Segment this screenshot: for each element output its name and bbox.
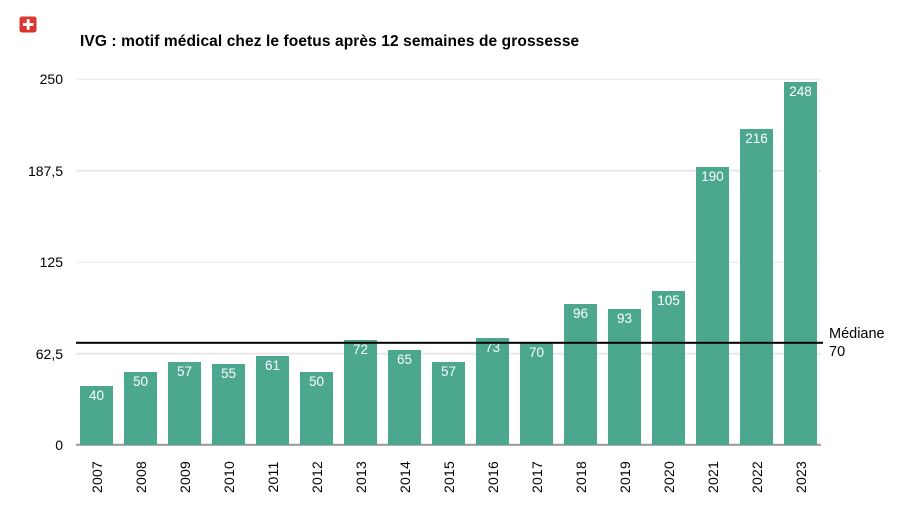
bar-2017: 70 xyxy=(520,342,553,445)
gridline xyxy=(76,78,821,80)
xaxis-labels: 2007 2008 2009 2010 2011 2012 2013 2014 2015 2016… xyxy=(76,445,821,506)
gridline xyxy=(76,261,821,263)
y-tick-label: 62,5 xyxy=(35,345,63,362)
bar-2012: 50 xyxy=(300,371,333,445)
x-tick-label: 2011 xyxy=(264,461,281,493)
x-tick-slot: 2019 xyxy=(608,448,641,506)
x-tick-label: 2022 xyxy=(748,461,765,493)
y-tick-label: 125 xyxy=(39,254,63,270)
x-tick-label: 2008 xyxy=(132,461,149,493)
plot-area: 0 62,5 125 187,5 250 40 50 57 55 61 50 72 65 57 73 70 9… xyxy=(28,71,885,493)
bar-value-label: 216 xyxy=(745,130,768,146)
bar-2022: 216 xyxy=(740,128,773,445)
x-tick-label: 2015 xyxy=(440,461,457,493)
chart-title: IVG : motif médical chez le foetus après… xyxy=(80,33,580,50)
x-tick-slot: 2023 xyxy=(784,448,817,506)
bar-value-label: 70 xyxy=(528,344,545,360)
gridline xyxy=(76,169,821,172)
gridline xyxy=(76,352,821,355)
swiss-flag-icon xyxy=(19,15,37,34)
x-tick-label: 2013 xyxy=(352,461,369,493)
bars-row: 40 50 57 55 61 50 72 65 57 73 70 96 93 105 190 216 248 xyxy=(76,79,821,445)
x-tick-label: 2009 xyxy=(176,461,193,493)
x-tick-slot: 2018 xyxy=(564,448,597,506)
x-tick-slot: 2017 xyxy=(520,448,553,506)
bar-2014: 65 xyxy=(388,349,421,445)
x-tick-slot: 2011 xyxy=(256,448,289,506)
x-tick-label: 2012 xyxy=(308,461,325,493)
bar-value-label: 57 xyxy=(176,363,193,379)
bar-2008: 50 xyxy=(124,371,157,445)
x-axis-line xyxy=(76,444,821,446)
median-label-text: Médiane xyxy=(829,325,885,342)
bar-2015: 57 xyxy=(432,361,465,445)
x-tick-label: 2014 xyxy=(396,461,413,493)
x-tick-slot: 2021 xyxy=(696,448,729,506)
x-tick-slot: 2014 xyxy=(388,448,421,506)
x-tick-label: 2018 xyxy=(572,461,589,493)
bar-value-label: 105 xyxy=(657,293,680,309)
median-line xyxy=(76,341,823,344)
x-tick-label: 2016 xyxy=(484,461,501,493)
x-tick-label: 2021 xyxy=(704,461,721,493)
bar-2010: 55 xyxy=(212,364,245,445)
bar-value-label: 61 xyxy=(264,357,281,373)
bar-2018: 96 xyxy=(564,304,597,445)
bar-value-label: 55 xyxy=(220,366,237,382)
median-value-text: 70 xyxy=(829,343,846,360)
x-tick-label: 2007 xyxy=(88,461,105,493)
x-tick-slot: 2008 xyxy=(124,448,157,506)
bar-value-label: 65 xyxy=(396,351,413,367)
x-tick-slot: 2016 xyxy=(476,448,509,506)
bar-2020: 105 xyxy=(652,291,685,445)
x-tick-slot: 2015 xyxy=(432,448,465,506)
y-tick-label: 187,5 xyxy=(27,162,63,179)
bar-2021: 190 xyxy=(696,166,729,445)
bar-2013: 72 xyxy=(344,339,377,445)
bar-2016: 73 xyxy=(476,338,509,445)
bar-value-label: 57 xyxy=(440,363,457,379)
x-tick-label: 2019 xyxy=(616,461,633,493)
bar-value-label: 93 xyxy=(616,310,633,326)
x-tick-label: 2020 xyxy=(660,461,677,493)
bar-value-label: 40 xyxy=(88,388,105,404)
x-tick-slot: 2013 xyxy=(344,448,377,506)
x-tick-slot: 2020 xyxy=(652,448,685,506)
bar-value-label: 50 xyxy=(308,373,325,389)
x-tick-slot: 2010 xyxy=(212,448,245,506)
bar-value-label: 190 xyxy=(701,168,724,184)
x-tick-slot: 2007 xyxy=(80,448,113,506)
y-tick-label: 0 xyxy=(55,437,63,453)
bar-2009: 57 xyxy=(168,361,201,445)
bar-value-label: 96 xyxy=(572,306,589,322)
bar-2007: 40 xyxy=(80,386,113,445)
bar-2019: 93 xyxy=(608,308,641,445)
x-tick-label: 2023 xyxy=(792,461,809,493)
bar-2023: 248 xyxy=(784,81,817,445)
median-label: Médiane 70 xyxy=(829,325,885,361)
x-tick-label: 2010 xyxy=(220,461,237,493)
x-tick-slot: 2009 xyxy=(168,448,201,506)
bar-2011: 61 xyxy=(256,355,289,445)
x-tick-slot: 2022 xyxy=(740,448,773,506)
x-tick-label: 2017 xyxy=(528,461,545,493)
bar-value-label: 248 xyxy=(789,83,812,99)
bar-value-label: 72 xyxy=(352,341,369,357)
bar-value-label: 50 xyxy=(132,373,149,389)
bar-value-label: 73 xyxy=(484,340,501,356)
x-tick-slot: 2012 xyxy=(300,448,333,506)
y-tick-label: 250 xyxy=(39,71,63,87)
